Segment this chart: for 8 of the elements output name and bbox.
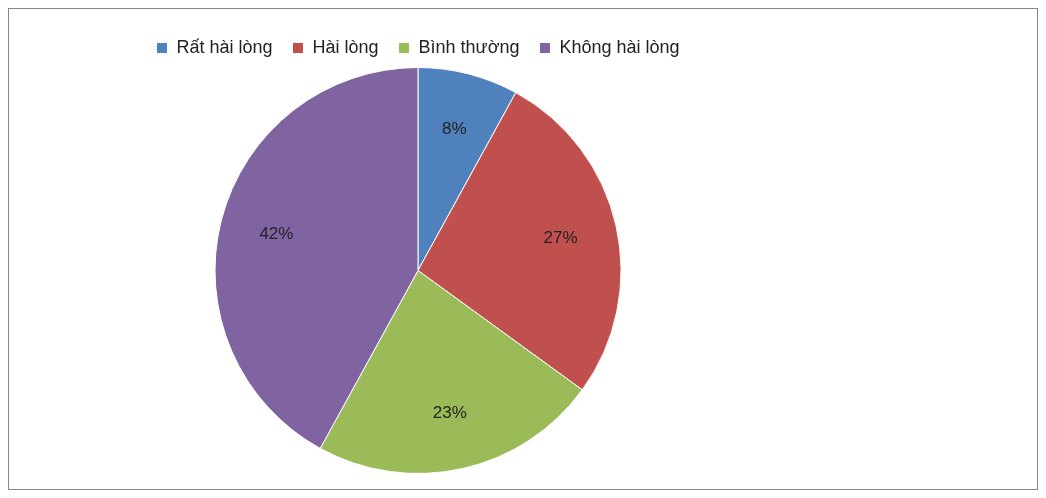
legend-label: Hài lòng bbox=[312, 36, 379, 57]
data-label: 42% bbox=[259, 223, 294, 243]
legend-label: Không hài lòng bbox=[559, 36, 680, 57]
legend-label: Bình thường bbox=[418, 36, 520, 57]
data-label: 8% bbox=[442, 118, 467, 138]
data-label: 23% bbox=[432, 402, 467, 422]
data-label: 27% bbox=[543, 228, 578, 248]
legend-label: Rất hài lòng bbox=[176, 36, 273, 57]
